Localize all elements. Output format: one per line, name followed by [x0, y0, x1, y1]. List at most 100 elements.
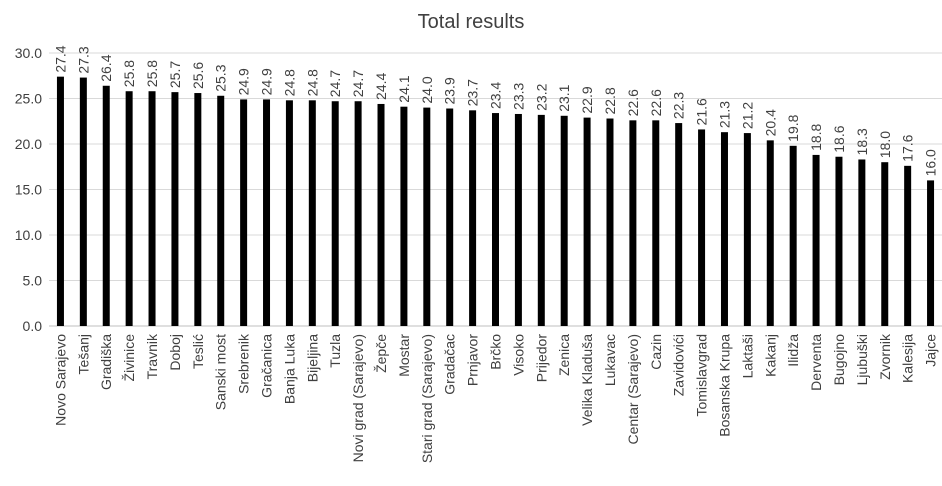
y-tick-label: 20.0: [15, 136, 42, 152]
data-label: 24.7: [350, 70, 366, 97]
data-label: 24.4: [373, 72, 389, 99]
y-tick-label: 0.0: [23, 318, 43, 334]
data-label: 24.7: [327, 70, 343, 97]
bar: [675, 123, 683, 326]
data-label: 25.8: [121, 60, 137, 87]
category-label: Srebrenik: [236, 333, 252, 394]
data-label: 24.0: [419, 76, 435, 103]
data-label: 20.4: [762, 109, 778, 136]
data-label: 22.9: [579, 86, 595, 113]
data-label: 24.8: [281, 69, 297, 96]
y-tick-label: 30.0: [15, 45, 42, 61]
category-label: Prijedor: [533, 334, 549, 383]
category-label: Gradačac: [442, 334, 458, 395]
bar: [629, 120, 637, 326]
bar: [285, 100, 293, 326]
bars: [56, 76, 935, 327]
category-label: Visoko: [510, 334, 526, 376]
data-label: 27.3: [75, 46, 91, 73]
bar: [400, 106, 408, 326]
bar: [720, 132, 728, 326]
category-label: Živinice: [121, 334, 137, 382]
data-label: 16.0: [923, 149, 939, 176]
category-label: Zvornik: [877, 333, 893, 380]
category-label: Kalesija: [900, 334, 916, 383]
y-axis-ticks: 0.0 5.0 10.0 15.0 20.0 25.0 30.0: [15, 45, 42, 334]
data-label: 25.7: [167, 61, 183, 88]
bar: [79, 77, 87, 326]
data-label: 26.4: [98, 54, 114, 81]
category-label: Bugojno: [831, 334, 847, 386]
category-label: Novi grad (Sarajevo): [350, 334, 366, 462]
bar: [194, 93, 202, 326]
bar: [743, 133, 751, 326]
category-label: Zenica: [556, 334, 572, 376]
data-label: 25.3: [213, 64, 229, 91]
category-label: Novo Sarajevo: [52, 334, 68, 426]
bar: [148, 91, 156, 326]
data-label: 22.6: [648, 89, 664, 116]
y-tick-label: 10.0: [15, 227, 42, 243]
category-label: Doboj: [167, 334, 183, 371]
category-label: Tešanj: [75, 334, 91, 374]
bar: [537, 114, 545, 326]
category-label: Prnjavor: [465, 334, 481, 386]
data-label: 18.8: [808, 123, 824, 150]
bar: [308, 100, 316, 326]
bar: [171, 92, 179, 326]
data-label: 24.8: [304, 69, 320, 96]
data-label: 24.9: [259, 68, 275, 95]
bar: [858, 159, 866, 326]
category-labels: Novo Sarajevo Tešanj Gradiška Živinice Travn…: [52, 333, 938, 463]
data-label: 21.2: [739, 102, 755, 129]
data-label: 27.4: [52, 45, 68, 72]
bar: [766, 140, 774, 326]
category-label: Ljubuški: [854, 334, 870, 385]
category-label: Ilidža: [785, 334, 801, 367]
bar: [927, 180, 935, 326]
bar: [423, 107, 431, 326]
data-label: 22.3: [671, 92, 687, 119]
data-label: 22.8: [602, 87, 618, 114]
data-label: 21.3: [716, 101, 732, 128]
bar: [698, 129, 706, 326]
category-label: Tomislavgrad: [694, 334, 710, 416]
y-tick-label: 5.0: [23, 273, 43, 289]
bar: [102, 85, 110, 326]
bar: [583, 117, 591, 326]
category-label: Banja Luka: [281, 334, 297, 404]
data-label: 23.4: [488, 82, 504, 109]
data-label: 25.6: [190, 62, 206, 89]
bar: [377, 103, 385, 327]
data-label: 18.3: [854, 128, 870, 155]
category-label: Velika Kladuša: [579, 334, 595, 426]
bar: [514, 113, 522, 326]
bar: [56, 76, 64, 326]
bar: [812, 154, 820, 326]
bar: [492, 113, 499, 326]
data-labels: 27.4 27.3 26.4 25.8 25.8 25.7 25.6 25.3 24.9 24.9…: [52, 45, 938, 176]
data-label: 19.8: [785, 114, 801, 141]
data-label: 23.7: [465, 79, 481, 106]
category-label: Laktaši: [739, 334, 755, 378]
category-label: Stari grad (Sarajevo): [419, 334, 435, 463]
bar: [904, 165, 912, 326]
bar: [240, 99, 248, 326]
category-label: Lukavac: [602, 334, 618, 386]
bar: [835, 156, 843, 326]
bar: [446, 108, 454, 326]
category-label: Derventa: [808, 334, 824, 391]
data-label: 18.6: [831, 125, 847, 152]
category-label: Centar (Sarajevo): [625, 334, 641, 445]
bar: [881, 162, 889, 326]
bar: [263, 99, 271, 326]
category-label: Cazin: [648, 334, 664, 370]
data-label: 21.6: [694, 98, 710, 125]
bar: [331, 101, 339, 326]
category-label: Jajce: [923, 334, 939, 367]
data-label: 18.0: [877, 131, 893, 158]
bar: [789, 145, 797, 326]
category-label: Tuzla: [327, 334, 343, 368]
data-label: 24.1: [396, 75, 412, 102]
